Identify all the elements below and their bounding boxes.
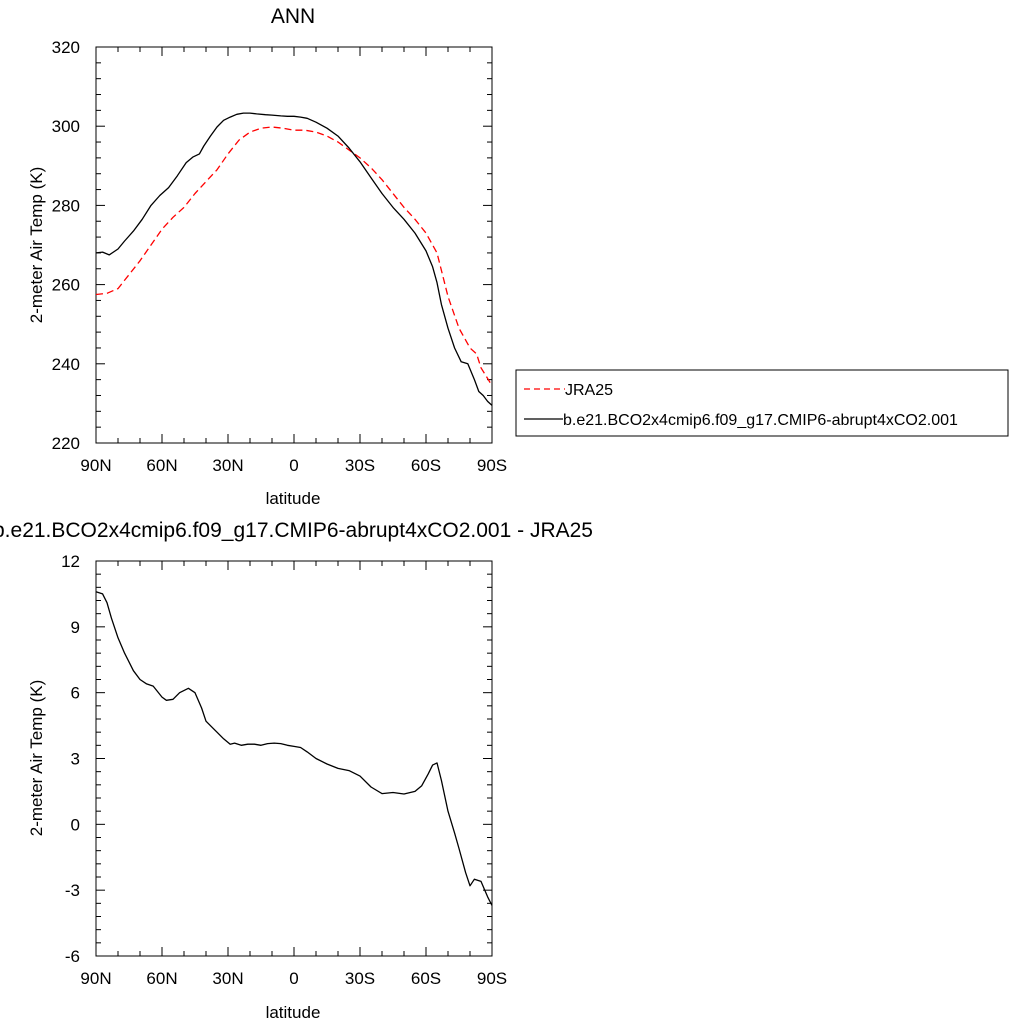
legend-label-model: b.e21.BCO2x4cmip6.f09_g17.CMIP6-abrupt4x… [563, 412, 958, 429]
bottom-x-axis-label: latitude [266, 1003, 321, 1022]
bottom-plot-frame [95, 560, 493, 957]
top-y-tick-label: 300 [52, 117, 80, 136]
top-series-line-1 [95, 112, 493, 406]
bottom-y-tick-label: 6 [71, 684, 80, 703]
legend: JRA25 b.e21.BCO2x4cmip6.f09_g17.CMIP6-ab… [515, 369, 1009, 437]
top-x-tick-label: 90N [80, 456, 111, 475]
top-x-axis-label: latitude [266, 489, 321, 508]
top-plot-frame [95, 46, 493, 444]
top-y-tick-label: 240 [52, 355, 80, 374]
bottom-y-tick-label: 12 [61, 552, 80, 571]
bottom-y-tick-label: 0 [71, 815, 80, 834]
top-y-tick-label: 280 [52, 196, 80, 215]
bottom-panel: b.e21.BCO2x4cmip6.f09_g17.CMIP6-abrupt4x… [0, 519, 593, 1022]
bottom-x-tick-label: 30S [345, 969, 375, 988]
bottom-y-tick-label: 3 [71, 750, 80, 769]
bottom-x-tick-label: 30N [212, 969, 243, 988]
top-x-tick-label: 60S [411, 456, 441, 475]
top-chart-title: ANN [271, 5, 315, 28]
bottom-x-tick-label: 90S [477, 969, 507, 988]
top-panel: ANN 90N 60N 30N 0 30S 60S 90S 220 240 260 280 300 32… [27, 5, 507, 508]
top-x-tick-label: 60N [146, 456, 177, 475]
bottom-axis-ticks: 90N 60N 30N 0 30S 60S 90S -6 -3 0 3 6 9 12 [61, 552, 507, 988]
top-series-line-0 [95, 126, 493, 386]
top-y-tick-label: 220 [52, 434, 80, 453]
bottom-y-tick-label: 9 [71, 618, 80, 637]
bottom-chart-title: b.e21.BCO2x4cmip6.f09_g17.CMIP6-abrupt4x… [0, 519, 593, 542]
bottom-series-line-0 [95, 591, 493, 906]
bottom-x-tick-label: 60S [411, 969, 441, 988]
top-x-tick-label: 0 [289, 456, 298, 475]
bottom-x-tick-label: 60N [146, 969, 177, 988]
legend-box [515, 369, 1009, 437]
top-y-tick-label: 260 [52, 276, 80, 295]
top-x-tick-label: 90S [477, 456, 507, 475]
top-axis-ticks: 90N 60N 30N 0 30S 60S 90S 220 240 260 280 300 320 [52, 38, 508, 475]
bottom-x-tick-label: 90N [80, 969, 111, 988]
top-y-tick-label: 320 [52, 38, 80, 57]
bottom-y-tick-label: -3 [65, 881, 80, 900]
bottom-y-tick-label: -6 [65, 947, 80, 966]
top-y-axis-label: 2-meter Air Temp (K) [27, 167, 46, 324]
bottom-series-lines [95, 591, 493, 906]
bottom-x-tick-label: 0 [289, 969, 298, 988]
top-series-lines [95, 112, 493, 406]
top-x-tick-label: 30N [212, 456, 243, 475]
bottom-y-axis-label: 2-meter Air Temp (K) [27, 680, 46, 837]
legend-label-jra25: JRA25 [565, 382, 613, 399]
top-x-tick-label: 30S [345, 456, 375, 475]
